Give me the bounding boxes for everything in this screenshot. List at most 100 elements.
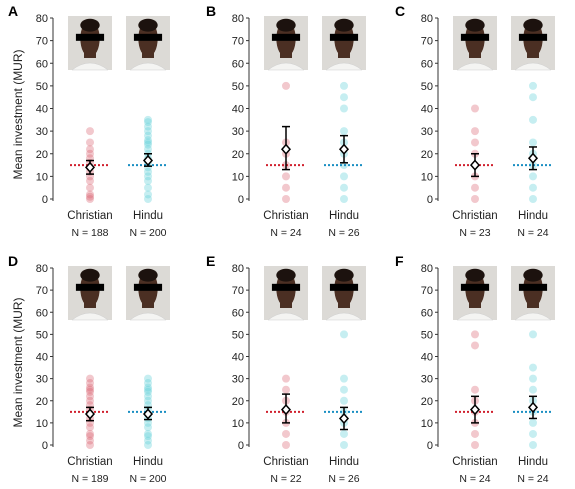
data-point [86,385,94,394]
y-tick-label: 80 [421,13,433,25]
mean-marker [84,408,96,420]
eye-bar-shape [75,283,105,291]
y-tick-label: 80 [421,263,433,275]
data-point [282,183,290,192]
y-tick-label: 40 [421,104,433,116]
y-tick-label: 30 [232,374,244,386]
data-point [86,176,94,185]
data-point [529,93,537,102]
data-point [144,374,152,383]
panel-letter: D [8,253,18,269]
data-point [144,183,152,192]
data-point [340,330,348,339]
mean-marker [527,152,539,164]
face-photo-icon [322,16,366,71]
sample-size-label: N = 188 [71,227,108,239]
data-point [340,81,348,90]
mean-marker [527,401,539,414]
data-point [340,172,348,181]
shirt-shape [514,62,552,71]
mean-marker [142,408,154,420]
data-point [529,385,537,394]
data-point [529,418,537,427]
data-point [86,387,94,396]
y-tick-label: 40 [36,352,48,364]
panel-letter: B [206,3,216,19]
data-point [529,81,537,90]
panel-f: F 0 10 20 30 40 50 60 70 80 Christian N = 24 Hindu N … [395,253,555,485]
category-label: Hindu [133,210,163,222]
y-tick-label: 10 [36,418,48,430]
data-point [529,195,537,203]
y-tick-label: 10 [232,418,244,430]
y-tick-label: 30 [36,374,48,386]
y-tick-label: 20 [36,396,48,408]
mean-marker [338,143,350,155]
eye-bar-shape [133,33,163,41]
data-point [144,167,152,176]
face-photo-icon [68,16,112,71]
eye-bar-shape [75,33,105,41]
face-photo-icon [511,266,555,321]
shirt-shape [267,62,305,71]
data-point [144,138,152,147]
data-point [144,423,152,432]
panel-letter: F [395,253,404,269]
y-tick-label: 60 [36,307,48,319]
y-tick-label: 10 [421,171,433,183]
y-tick-label: 0 [42,194,48,206]
category-label: Hindu [518,210,548,222]
hair-shape [523,18,543,32]
data-point [340,396,348,405]
data-point [471,138,479,147]
face-photo-icon [68,266,112,321]
data-point [144,190,152,199]
sample-size-label: N = 24 [517,473,548,485]
eye-bar-shape [271,283,301,291]
y-tick-label: 60 [421,307,433,319]
y-tick-label: 40 [421,352,433,364]
data-point [144,441,152,449]
sample-size-label: N = 23 [459,227,490,239]
y-tick-label: 10 [36,171,48,183]
data-point [282,195,290,203]
sample-size-label: N = 26 [328,473,359,485]
shirt-shape [456,312,494,321]
data-point [340,104,348,113]
data-point [282,374,290,383]
sample-size-label: N = 24 [517,227,548,239]
eye-bar-shape [460,283,490,291]
data-point [340,195,348,203]
mean-marker [469,403,481,416]
hair-shape [465,18,485,32]
shirt-shape [325,312,363,321]
data-point [471,183,479,192]
panel-a: A 0 10 20 30 40 50 60 70 80 Mean investment (MUR) C… [8,3,170,239]
data-point [282,172,290,181]
y-tick-label: 20 [421,149,433,161]
data-point [529,330,537,339]
y-tick-label: 20 [232,396,244,408]
y-tick-label: 10 [232,171,244,183]
hair-shape [523,268,543,282]
category-label: Hindu [133,456,163,468]
data-point [86,432,94,441]
y-tick-label: 80 [36,13,48,25]
mean-marker [280,143,292,155]
y-tick-label: 30 [36,126,48,138]
sample-size-label: N = 200 [129,227,166,239]
y-tick-label: 60 [36,58,48,70]
data-point [144,392,152,401]
face-photo-icon [126,16,170,71]
data-point [86,138,94,147]
shirt-shape [71,62,109,71]
data-point [144,118,152,127]
data-point [282,441,290,449]
panel-letter: E [206,253,215,269]
shirt-shape [129,312,167,321]
data-point [529,115,537,124]
sample-size-label: N = 22 [270,473,301,485]
data-point [144,396,152,405]
data-point [86,392,94,401]
data-point [144,131,152,140]
